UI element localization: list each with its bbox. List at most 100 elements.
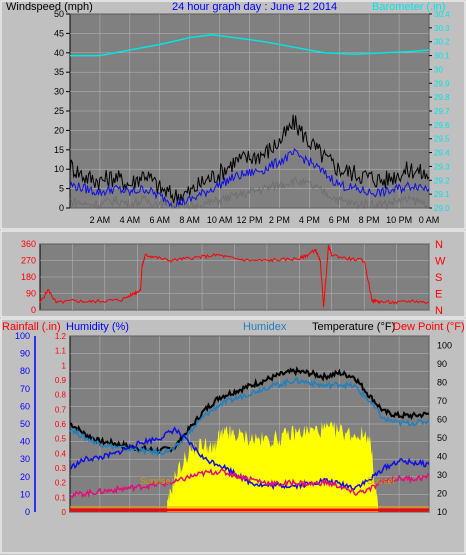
windspeed-tick-label: 20 <box>54 125 64 135</box>
barometer-tick-label: 29.4 <box>434 149 450 158</box>
rainfall-tick-label: 0.9 <box>55 376 67 385</box>
rainfall-tick-label: 0 <box>62 508 67 517</box>
barometer-tick-label: 29.6 <box>434 121 450 130</box>
temperature-tick-label: 100 <box>437 340 452 350</box>
wind-x-tick-label: 4 PM <box>299 215 320 225</box>
compass-label: N <box>435 305 443 317</box>
wind-x-tick-label: 10 PM <box>386 215 412 225</box>
barometer-tick-label: 29.1 <box>434 190 450 199</box>
wind-x-tick-label: 6 AM <box>149 215 170 225</box>
temperature-tick-label: 50 <box>437 433 447 443</box>
humidity-tick-label: 100 <box>15 331 30 341</box>
windspeed-tick-label: 0 <box>59 203 64 213</box>
temperature-tick-label: 20 <box>437 488 447 498</box>
wind-panel-frame <box>0 0 466 230</box>
windspeed-tick-label: 15 <box>54 145 64 155</box>
rainfall-tick-label: 1.2 <box>55 332 67 341</box>
solar-area <box>167 421 379 512</box>
rain-axis-ticks: 0 0.1 0.2 0.3 0.4 0.5 0.6 0.7 0.8 0.9 1 1.1 1.2 <box>55 332 67 517</box>
barometer-tick-label: 30.1 <box>434 52 450 61</box>
windspeed-tick-label: 10 <box>54 164 64 174</box>
barometer-tick-label: 30.3 <box>434 24 450 33</box>
temperature-tick-label: 30 <box>437 470 447 480</box>
temp-series <box>69 366 430 499</box>
barometer-tick-label: 30.2 <box>434 38 450 47</box>
temp-panel-frame <box>0 318 466 554</box>
windspeed-tick-label: 5 <box>59 184 64 194</box>
rainfall-tick-label: 0.7 <box>55 405 67 414</box>
rainfall-axis-label: Rainfall (.in) <box>2 321 61 333</box>
temperature-tick-label: 10 <box>437 507 447 517</box>
humidity-tick-label: 40 <box>20 437 30 447</box>
barometer-tick-label: 29.3 <box>434 162 450 171</box>
sunset-label: Sunset <box>367 476 396 486</box>
direction-left-ticks: 0 90 180 270 360 <box>21 239 36 315</box>
rainfall-tick-label: 0.4 <box>55 449 67 458</box>
wind-x-tick-label: 8 PM <box>359 215 380 225</box>
direction-tick-label: 270 <box>21 256 36 266</box>
barometer-right-ticks: 29.0 29.1 29.2 29.3 29.4 29.5 29.6 29.7 29.8 29.9… <box>429 10 450 213</box>
dewpoint-axis-label: Dew Point (°F) <box>393 321 465 333</box>
compass-label: N <box>435 239 443 251</box>
humidity-axis-ticks: 0 10 20 30 40 50 60 70 80 90 100 <box>15 331 36 517</box>
rainfall-tick-label: 0.1 <box>55 493 67 502</box>
temp-axis-ticks: 10 20 30 40 50 60 70 80 90 100 <box>437 340 452 517</box>
rainfall-tick-label: 0.6 <box>55 420 67 429</box>
solar-radiation-area <box>167 421 379 512</box>
direction-series <box>39 244 430 308</box>
humidity-tick-label: 80 <box>20 366 30 376</box>
windspeed-axis-label: Windspeed (mph) <box>6 1 93 13</box>
wind-x-tick-label: 2 PM <box>269 215 290 225</box>
direction-tick-label: 180 <box>21 272 36 282</box>
wind-x-tick-label: 4 AM <box>120 215 141 225</box>
direction-panel-frame <box>0 230 466 318</box>
windspeed-tick-label: 35 <box>54 67 64 77</box>
rainfall-tick-label: 0.5 <box>55 435 67 444</box>
windspeed-tick-label: 30 <box>54 87 64 97</box>
humidity-tick-label: 10 <box>20 489 30 499</box>
temperature-tick-label: 60 <box>437 414 447 424</box>
dewpoint-line <box>69 467 430 499</box>
wind-x-tick-label: 8 AM <box>179 215 200 225</box>
humidex-axis-label: Humidex <box>243 321 287 333</box>
min-line <box>69 176 430 210</box>
barometer-tick-label: 29.8 <box>434 93 450 102</box>
wind-x-ticks: 2 AM 4 AM 6 AM 8 AM 10 AM 12 PM 2 PM 4 PM 6 PM 8 … <box>90 215 440 225</box>
wind-direction-line <box>39 244 430 308</box>
humidity-tick-label: 0 <box>25 507 30 517</box>
direction-tick-label: 90 <box>26 289 36 299</box>
compass-label: W <box>435 256 446 268</box>
humidity-tick-label: 30 <box>20 454 30 464</box>
temperature-tick-label: 40 <box>437 451 447 461</box>
rainfall-tick-label: 0.2 <box>55 479 67 488</box>
wind-x-tick-label: 0 AM <box>419 215 440 225</box>
chart-title: 24 hour graph day : June 12 2014 <box>172 1 337 13</box>
wind-x-tick-label: 10 AM <box>207 215 233 225</box>
barometer-tick-label: 29.0 <box>434 204 450 213</box>
humidity-tick-label: 50 <box>20 419 30 429</box>
gust-line <box>69 114 430 205</box>
temperature-axis-label: Temperature (°F) <box>312 321 395 333</box>
barometer-tick-label: 29.7 <box>434 107 450 116</box>
wind-x-tick-label: 12 PM <box>236 215 262 225</box>
wind-left-ticks: 0 5 10 15 20 25 30 35 40 45 50 <box>54 9 70 213</box>
humidity-tick-label: 70 <box>20 384 30 394</box>
humidity-tick-label: 60 <box>20 401 30 411</box>
rainfall-tick-label: 1.1 <box>55 347 67 356</box>
barometer-tick-label: 29.2 <box>434 176 450 185</box>
barometer-line <box>70 34 430 57</box>
barometer-tick-label: 29.5 <box>434 135 450 144</box>
compass-label: S <box>435 272 442 284</box>
barometer-tick-label: 30.4 <box>434 10 450 19</box>
barometer-tick-label: 30 <box>434 65 443 74</box>
humidity-tick-label: 20 <box>20 472 30 482</box>
direction-tick-label: 0 <box>31 305 36 315</box>
direction-tick-label: 360 <box>21 239 36 249</box>
barometer-tick-label: 29.9 <box>434 79 450 88</box>
direction-grid <box>40 243 430 311</box>
wind-series <box>69 34 430 210</box>
wind-x-tick-label: 2 AM <box>90 215 111 225</box>
humidex-line <box>69 376 430 458</box>
